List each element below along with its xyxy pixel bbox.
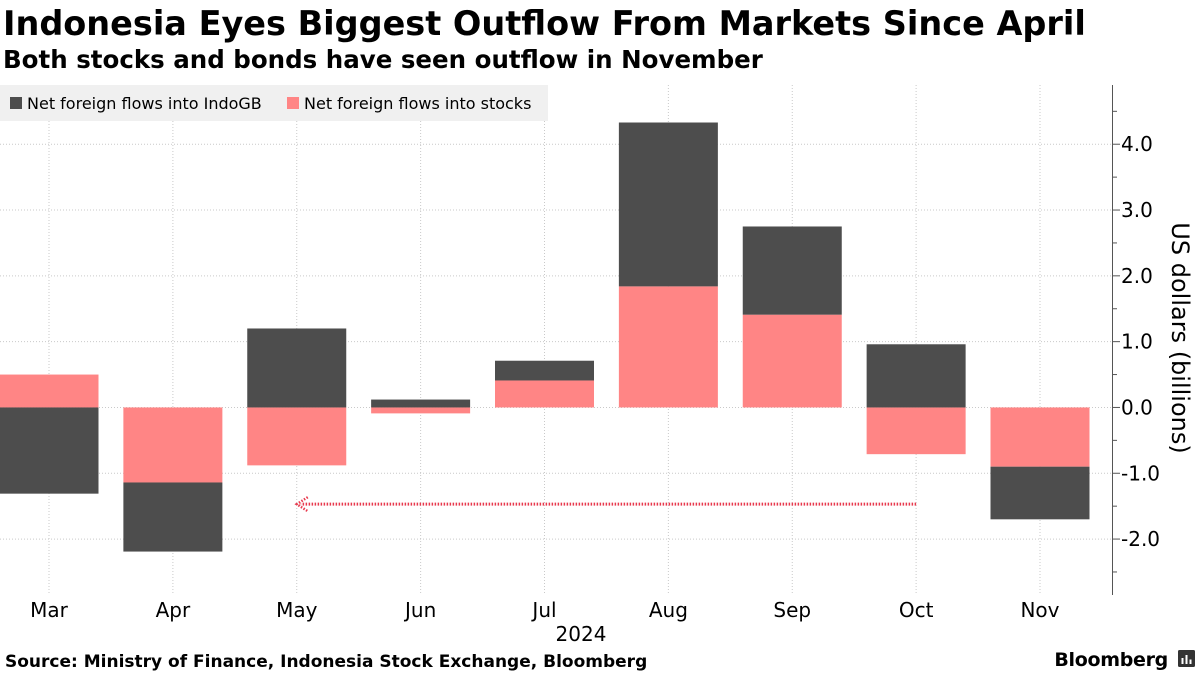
annotation-arrow bbox=[294, 496, 917, 513]
bar-indogb-jun bbox=[371, 399, 471, 408]
bar-stocks-oct bbox=[866, 407, 966, 455]
y-tick-label: 1.0 bbox=[1121, 330, 1153, 354]
brand-logo: Bloomberg bbox=[1054, 649, 1195, 671]
bar-stocks-jul bbox=[495, 380, 594, 408]
legend-label-stocks: Net foreign flows into stocks bbox=[304, 93, 532, 113]
y-axis: 4.0 3.0 2.0 1.0 0.0 -1.0 -2.0 bbox=[1112, 85, 1160, 595]
bar-indogb-oct bbox=[866, 344, 966, 408]
y-tick-label: -1.0 bbox=[1121, 461, 1160, 485]
source-note: Source: Ministry of Finance, Indonesia S… bbox=[5, 652, 648, 672]
bar-indogb-jul bbox=[495, 360, 594, 381]
y-tick-label: 0.0 bbox=[1121, 395, 1153, 419]
brand-wordmark: Bloomberg bbox=[1054, 649, 1168, 671]
bar-stocks-apr bbox=[123, 407, 223, 483]
chart-title: Indonesia Eyes Biggest Outflow From Mark… bbox=[3, 4, 1086, 43]
x-axis-labels: Mar Apr May Jun Jul Aug Sep Oct Nov bbox=[30, 598, 1060, 622]
legend-item-indogb: Net foreign flows into IndoGB bbox=[10, 85, 262, 121]
annotation-arrow-head bbox=[294, 496, 309, 513]
x-tick-label: Sep bbox=[773, 598, 811, 622]
bar-indogb-mar bbox=[0, 407, 99, 494]
y-tick-label: -2.0 bbox=[1121, 527, 1160, 551]
x-tick-label: Apr bbox=[156, 598, 191, 622]
bar-indogb-nov bbox=[990, 466, 1090, 520]
legend-swatch-indogb bbox=[10, 97, 22, 109]
bar-indogb-aug bbox=[618, 122, 718, 287]
bar-stocks-may bbox=[247, 407, 347, 466]
bar-stocks-sep bbox=[742, 314, 842, 408]
x-tick-label: Nov bbox=[1020, 598, 1059, 622]
x-tick-label: Aug bbox=[649, 598, 688, 622]
bar-stocks-nov bbox=[990, 407, 1090, 467]
legend-label-indogb: Net foreign flows into IndoGB bbox=[27, 93, 262, 113]
bar-indogb-may bbox=[247, 328, 347, 408]
x-tick-label: Jul bbox=[530, 598, 556, 622]
y-tick-label: 3.0 bbox=[1121, 198, 1153, 222]
x-tick-label: May bbox=[276, 598, 318, 622]
legend-item-stocks: Net foreign flows into stocks bbox=[287, 85, 531, 121]
x-tick-label: Oct bbox=[899, 598, 934, 622]
bar-indogb-sep bbox=[742, 226, 842, 315]
legend-swatch-stocks bbox=[287, 97, 299, 109]
x-group-label: 2024 bbox=[556, 622, 607, 646]
bar-stocks-aug bbox=[618, 286, 718, 408]
y-axis-title: US dollars (billions) bbox=[1166, 222, 1194, 453]
y-tick-label: 4.0 bbox=[1121, 132, 1153, 156]
x-tick-label: Jun bbox=[403, 598, 436, 622]
chart-subtitle: Both stocks and bonds have seen outflow … bbox=[3, 45, 763, 74]
bar-stocks-mar bbox=[0, 374, 99, 408]
legend: Net foreign flows into IndoGB Net foreig… bbox=[0, 85, 548, 121]
x-tick-label: Mar bbox=[30, 598, 69, 622]
bar-indogb-apr bbox=[123, 482, 223, 552]
bars bbox=[0, 122, 1090, 552]
bloomberg-terminal-icon bbox=[1178, 649, 1195, 671]
y-tick-label: 2.0 bbox=[1121, 264, 1153, 288]
bar-stocks-jun bbox=[371, 407, 471, 414]
